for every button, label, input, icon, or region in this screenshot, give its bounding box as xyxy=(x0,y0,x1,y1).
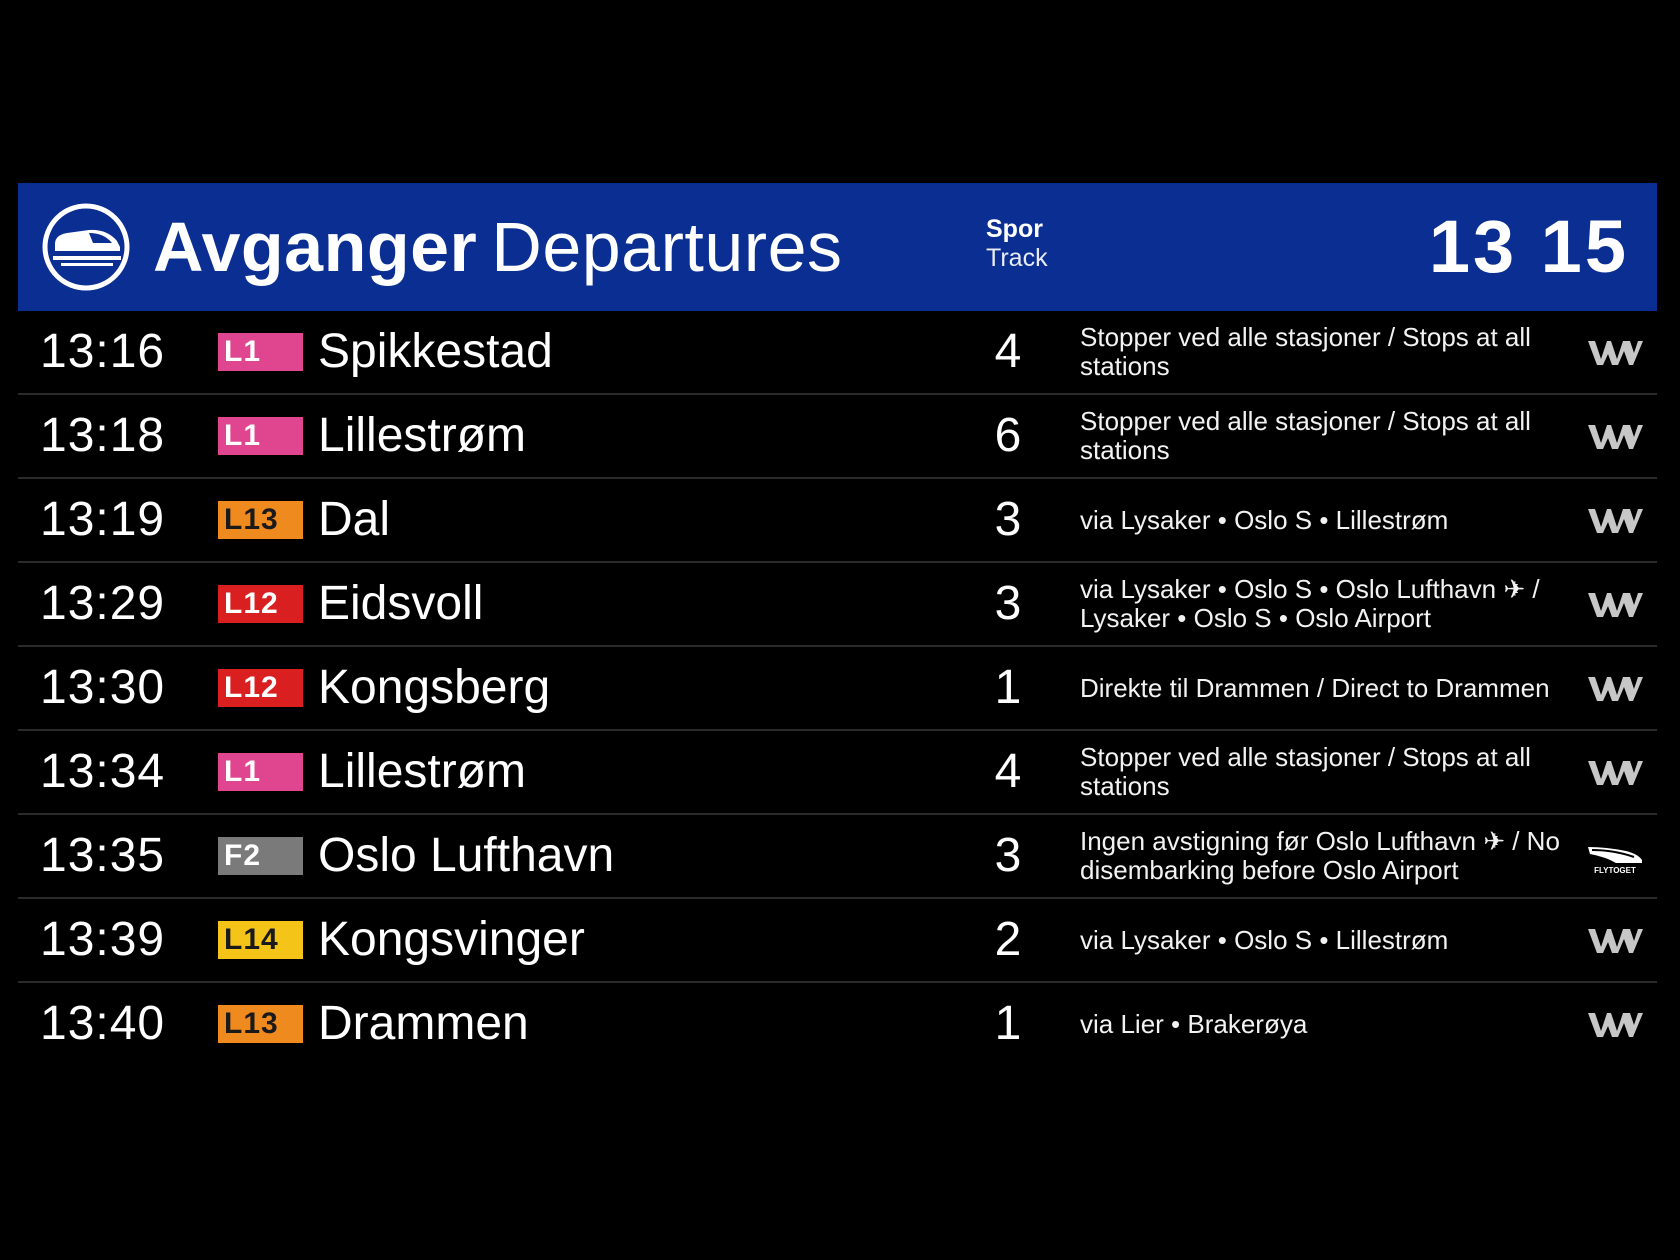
track-number: 1 xyxy=(994,661,1022,714)
line-badge: L12 xyxy=(218,669,303,707)
vy-logo-icon xyxy=(1588,341,1643,365)
destination: Eidsvoll xyxy=(318,577,484,630)
route-note: Direkte til Drammen / Direct to Drammen xyxy=(1080,647,1560,729)
destination: Lillestrøm xyxy=(318,745,527,798)
route-note-text: via Lier • Brakerøya xyxy=(1080,1008,1308,1039)
destination: Oslo Lufthavn xyxy=(318,829,615,882)
track-number: 3 xyxy=(994,829,1022,882)
route-note: via Lysaker • Oslo S • Lillestrøm xyxy=(1080,479,1560,561)
departure-time: 13:34 xyxy=(40,745,166,798)
route-note: Stopper ved alle stasjoner / Stops at al… xyxy=(1080,311,1560,393)
line-badge: L1 xyxy=(218,753,303,791)
track-number: 2 xyxy=(994,913,1022,966)
vy-logo-icon xyxy=(1588,761,1643,785)
line-badge: F2 xyxy=(218,837,303,875)
destination: Lillestrøm xyxy=(318,409,527,462)
track-number: 3 xyxy=(994,493,1022,546)
line-badge: L12 xyxy=(218,585,303,623)
destination: Dal xyxy=(318,493,391,546)
departure-time: 13:40 xyxy=(40,997,166,1050)
route-note: via Lier • Brakerøya xyxy=(1080,983,1560,1065)
track-label-norwegian: Spor xyxy=(986,215,1043,243)
route-note-text: Ingen avstigning før Oslo Lufthavn ✈ / N… xyxy=(1080,826,1560,885)
line-badge: L14 xyxy=(218,921,303,959)
vy-logo-icon xyxy=(1588,1013,1643,1037)
track-number: 4 xyxy=(994,325,1022,378)
route-note: via Lysaker • Oslo S • Lillestrøm xyxy=(1080,899,1560,981)
line-badge: L13 xyxy=(218,501,303,539)
departure-row: 13:16 L1 Spikkestad 4 Stopper ved alle s… xyxy=(18,311,1657,395)
train-icon xyxy=(42,203,130,291)
route-note: Stopper ved alle stasjoner / Stops at al… xyxy=(1080,731,1560,813)
title-english: Departures xyxy=(491,208,843,286)
vy-logo-icon xyxy=(1588,929,1643,953)
vy-logo-icon xyxy=(1588,677,1643,701)
departure-board: Avganger Departures Spor Track 13 15 13:1… xyxy=(18,183,1657,1065)
line-badge: L1 xyxy=(218,333,303,371)
departure-time: 13:35 xyxy=(40,829,166,882)
flytoget-logo-icon: FLYTOGET xyxy=(1588,847,1642,875)
departure-row: 13:34 L1 Lillestrøm 4 Stopper ved alle s… xyxy=(18,731,1657,815)
departure-row: 13:19 L13 Dal 3 via Lysaker • Oslo S • L… xyxy=(18,479,1657,563)
vy-logo-icon xyxy=(1588,593,1643,617)
line-badge: L1 xyxy=(218,417,303,455)
route-note-text: via Lysaker • Oslo S • Oslo Lufthavn ✈ /… xyxy=(1080,574,1540,633)
track-number: 4 xyxy=(994,745,1022,798)
destination: Drammen xyxy=(318,997,529,1050)
title-norwegian: Avganger xyxy=(153,208,478,286)
route-note-text: via Lysaker • Oslo S • Lillestrøm xyxy=(1080,924,1449,955)
departure-time: 13:30 xyxy=(40,661,166,714)
vy-logo-icon xyxy=(1588,425,1643,449)
track-number: 3 xyxy=(994,577,1022,630)
current-time: 13 15 xyxy=(1428,205,1629,288)
route-note-text: Stopper ved alle stasjoner / Stops at al… xyxy=(1080,742,1531,801)
operator-logo-text: FLYTOGET xyxy=(1594,866,1636,875)
route-note-text: Stopper ved alle stasjoner / Stops at al… xyxy=(1080,406,1531,465)
route-note: Ingen avstigning før Oslo Lufthavn ✈ / N… xyxy=(1080,815,1560,897)
board-header: Avganger Departures Spor Track 13 15 xyxy=(18,183,1657,311)
destination: Spikkestad xyxy=(318,325,553,378)
departure-row: 13:39 L14 Kongsvinger 2 via Lysaker • Os… xyxy=(18,899,1657,983)
departure-list: 13:16 L1 Spikkestad 4 Stopper ved alle s… xyxy=(18,311,1657,1065)
departure-time: 13:18 xyxy=(40,409,166,462)
destination: Kongsvinger xyxy=(318,913,585,966)
departure-row: 13:30 L12 Kongsberg 1 Direkte til Dramme… xyxy=(18,647,1657,731)
departure-time: 13:16 xyxy=(40,325,166,378)
route-note: Stopper ved alle stasjoner / Stops at al… xyxy=(1080,395,1560,477)
track-column-header: Spor Track xyxy=(986,215,1048,273)
route-note-text: Direkte til Drammen / Direct to Drammen xyxy=(1080,672,1550,703)
page-title: Avganger Departures xyxy=(153,209,843,285)
track-number: 6 xyxy=(994,409,1022,462)
destination: Kongsberg xyxy=(318,661,551,714)
route-note-text: Stopper ved alle stasjoner / Stops at al… xyxy=(1080,322,1531,381)
departure-row: 13:29 L12 Eidsvoll 3 via Lysaker • Oslo … xyxy=(18,563,1657,647)
vy-logo-icon xyxy=(1588,509,1643,533)
route-note: via Lysaker • Oslo S • Oslo Lufthavn ✈ /… xyxy=(1080,563,1560,645)
track-label-english: Track xyxy=(986,244,1048,272)
departure-row: 13:40 L13 Drammen 1 via Lier • Brakerøya xyxy=(18,983,1657,1065)
track-number: 1 xyxy=(994,997,1022,1050)
route-note-text: via Lysaker • Oslo S • Lillestrøm xyxy=(1080,504,1449,535)
departure-row: 13:35 F2 Oslo Lufthavn 3 Ingen avstignin… xyxy=(18,815,1657,899)
departure-row: 13:18 L1 Lillestrøm 6 Stopper ved alle s… xyxy=(18,395,1657,479)
departure-time: 13:19 xyxy=(40,493,166,546)
departure-time: 13:39 xyxy=(40,913,166,966)
line-badge: L13 xyxy=(218,1005,303,1043)
departure-time: 13:29 xyxy=(40,577,166,630)
